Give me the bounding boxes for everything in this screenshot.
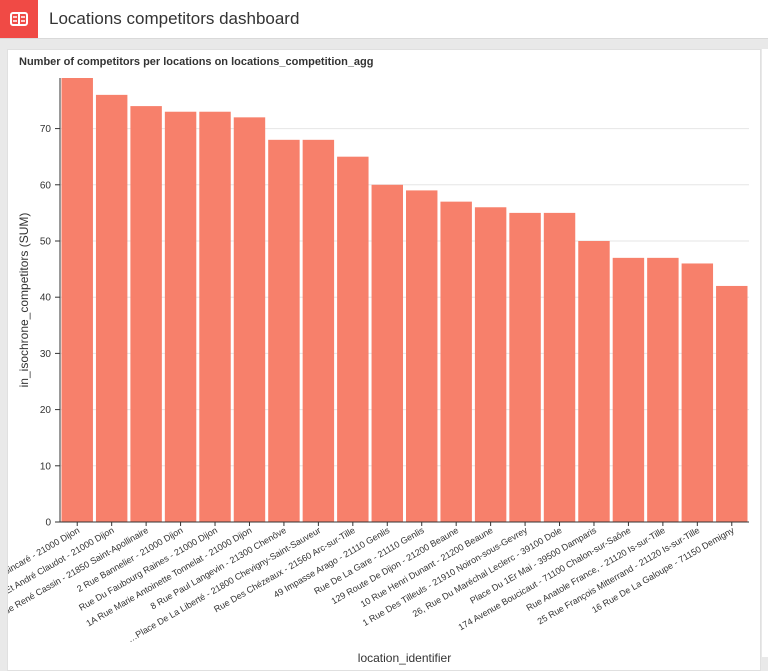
bar xyxy=(371,184,403,523)
y-tick-label: 60 xyxy=(40,180,52,191)
dashboard-icon xyxy=(10,12,28,26)
bar xyxy=(130,106,162,523)
y-tick-label: 0 xyxy=(45,518,51,529)
bar xyxy=(233,117,266,523)
y-tick-label: 10 xyxy=(40,461,52,472)
y-tick-label: 40 xyxy=(40,293,52,304)
bar xyxy=(474,207,507,523)
bar xyxy=(337,156,369,523)
y-tick-label: 30 xyxy=(40,349,52,360)
bar xyxy=(406,190,438,522)
page-title: Locations competitors dashboard xyxy=(49,9,300,28)
bar xyxy=(302,139,335,522)
dashboard-button[interactable] xyxy=(0,0,38,38)
bar xyxy=(164,111,197,522)
chart-card: Number of competitors per locations on l… xyxy=(7,49,761,671)
y-tick-label: 50 xyxy=(40,236,52,247)
y-axis-label: in_isochrone_competitors (SUM) xyxy=(17,213,31,388)
bar-chart: 0 10 20 30 40 50 60 70 in_isochrone_competitors … xyxy=(8,78,749,665)
bar xyxy=(647,257,679,522)
bar xyxy=(61,78,93,522)
y-tick-label: 20 xyxy=(40,405,52,416)
bar xyxy=(268,139,300,522)
x-axis-label: location_identifier xyxy=(358,651,451,665)
bar xyxy=(509,212,541,522)
y-tick-label: 70 xyxy=(40,124,52,135)
chart-title: Number of competitors per locations on l… xyxy=(19,56,374,68)
bar xyxy=(681,263,714,522)
bar xyxy=(578,240,610,522)
bar xyxy=(95,94,128,522)
top-bar: Locations competitors dashboard xyxy=(0,0,768,39)
bar xyxy=(612,257,645,522)
bar xyxy=(543,212,576,522)
bar xyxy=(716,285,748,522)
bar xyxy=(440,201,472,522)
bar xyxy=(199,111,231,522)
adjacent-panel-edge xyxy=(762,49,768,657)
